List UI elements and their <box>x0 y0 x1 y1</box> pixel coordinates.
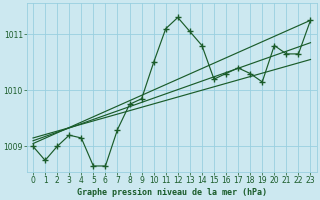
X-axis label: Graphe pression niveau de la mer (hPa): Graphe pression niveau de la mer (hPa) <box>77 188 267 197</box>
